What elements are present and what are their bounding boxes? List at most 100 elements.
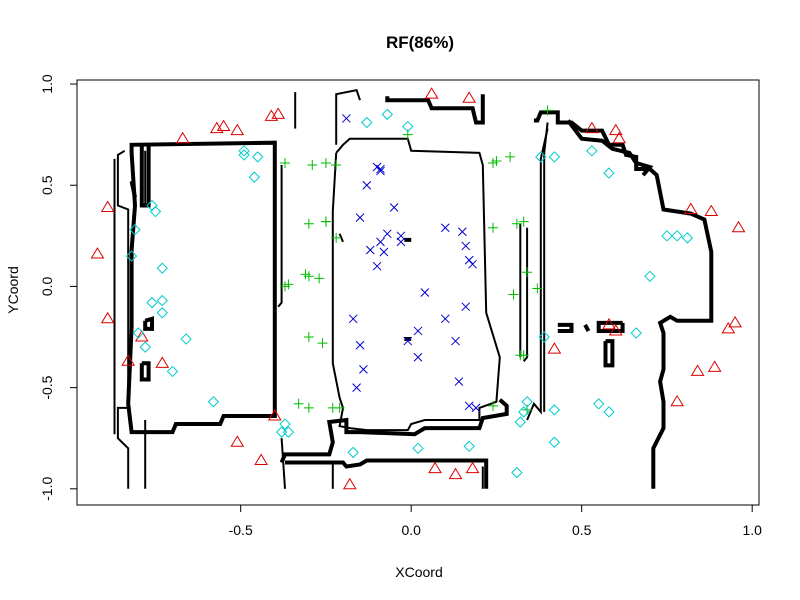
decision-boundary-line bbox=[583, 323, 591, 332]
cross-point bbox=[471, 403, 481, 413]
y-tick-label: 0.0 bbox=[39, 276, 55, 296]
triangle-point bbox=[134, 330, 149, 342]
diamond-point bbox=[238, 145, 250, 157]
y-tick-label: 0.5 bbox=[39, 175, 55, 195]
cross-point bbox=[362, 180, 372, 190]
diamond-point bbox=[402, 120, 414, 133]
x-axis-label: XCoord bbox=[395, 564, 442, 580]
triangle-point bbox=[608, 123, 623, 136]
decision-boundary-line bbox=[543, 122, 549, 412]
triangle-point bbox=[602, 317, 616, 330]
diamond-point bbox=[139, 341, 151, 353]
decision-boundary-line bbox=[335, 88, 361, 145]
y-tick-label: 1.0 bbox=[39, 74, 55, 94]
plus-point bbox=[488, 400, 499, 411]
cross-point bbox=[352, 383, 361, 392]
decision-boundary-line bbox=[285, 458, 489, 489]
diamond-point bbox=[586, 145, 598, 157]
decision-boundary-line bbox=[143, 316, 154, 331]
diamond-point bbox=[671, 230, 683, 242]
triangle-point bbox=[728, 315, 743, 328]
plus-point bbox=[518, 350, 529, 361]
triangle-point bbox=[585, 121, 599, 134]
decision-boundary-line bbox=[522, 227, 529, 362]
plus-point bbox=[293, 398, 304, 409]
x-tick-label: 0.5 bbox=[572, 522, 592, 538]
cross-point bbox=[376, 237, 385, 247]
triangle-point bbox=[271, 107, 286, 119]
diamond-point bbox=[156, 307, 168, 319]
plus-point bbox=[505, 151, 516, 162]
cross-point bbox=[461, 241, 471, 251]
decision-boundary-line bbox=[331, 137, 501, 432]
triangle-point bbox=[690, 364, 705, 376]
diamond-point bbox=[521, 396, 533, 408]
x-axis: -0.5 0.0 0.5 1.0 bbox=[229, 504, 762, 538]
chart-title: RF(86%) bbox=[386, 33, 454, 52]
diamond-point bbox=[146, 296, 158, 309]
cross-point bbox=[464, 401, 474, 411]
cross-point bbox=[420, 288, 430, 297]
diamond-point bbox=[548, 404, 561, 416]
decision-boundary-line bbox=[603, 339, 615, 368]
diamond-point bbox=[661, 230, 673, 242]
triangle-point bbox=[670, 394, 685, 407]
diamond-point bbox=[279, 418, 291, 430]
diamond-point bbox=[548, 436, 561, 448]
diamond-point bbox=[518, 406, 530, 418]
cross-point bbox=[457, 227, 467, 237]
triangle-point bbox=[254, 453, 269, 465]
triangle-point bbox=[707, 360, 722, 372]
cross-point bbox=[382, 229, 392, 239]
cross-point bbox=[440, 223, 450, 233]
x-tick-label: 1.0 bbox=[742, 522, 762, 538]
triangle-point bbox=[155, 356, 170, 368]
decision-boundary-line bbox=[566, 119, 654, 177]
triangle-point bbox=[216, 119, 231, 132]
plus-point bbox=[280, 157, 291, 168]
x-tick-label: -0.5 bbox=[229, 522, 253, 538]
decision-boundary-line bbox=[280, 438, 286, 489]
cross-point bbox=[355, 340, 365, 350]
triangle-point bbox=[721, 321, 736, 334]
cross-point bbox=[372, 261, 382, 271]
triangle-point bbox=[230, 123, 245, 136]
plus-point bbox=[303, 218, 314, 229]
decision-boundary-line bbox=[385, 94, 485, 125]
triangle-point bbox=[448, 467, 463, 480]
cross-point bbox=[396, 231, 406, 241]
cross-point bbox=[379, 247, 389, 257]
diamond-point bbox=[238, 149, 250, 161]
diamond-point bbox=[275, 426, 288, 438]
diamond-point bbox=[207, 396, 220, 408]
diamond-point bbox=[603, 406, 615, 418]
diamond-point bbox=[361, 116, 373, 129]
diamond-point bbox=[347, 446, 359, 459]
plus-point bbox=[331, 160, 342, 170]
y-axis: -1.0 -0.5 0.0 0.5 1.0 bbox=[39, 74, 78, 501]
diamond-point bbox=[166, 365, 179, 378]
cross-point bbox=[355, 213, 365, 222]
triangle-point bbox=[90, 247, 105, 259]
y-tick-label: -0.5 bbox=[39, 375, 55, 399]
decision-boundary-line bbox=[277, 165, 283, 308]
diamond-point bbox=[511, 466, 523, 479]
triangle-point bbox=[342, 477, 357, 490]
cross-point bbox=[413, 352, 423, 362]
plus-point bbox=[303, 271, 314, 282]
plus-point bbox=[491, 155, 502, 166]
plus-point bbox=[532, 283, 543, 294]
cross-point bbox=[389, 203, 399, 212]
plus-point bbox=[511, 218, 522, 229]
decision-boundary-line bbox=[116, 149, 130, 489]
decision-boundary-lines bbox=[113, 88, 714, 489]
cross-point bbox=[348, 314, 358, 324]
diamond-point bbox=[132, 327, 145, 339]
triangle-point bbox=[731, 220, 746, 233]
decision-boundary-line bbox=[557, 322, 574, 333]
triangle-point bbox=[462, 91, 477, 103]
plus-point bbox=[542, 105, 553, 116]
decision-boundary-line bbox=[129, 180, 137, 198]
cross-point bbox=[461, 302, 471, 312]
